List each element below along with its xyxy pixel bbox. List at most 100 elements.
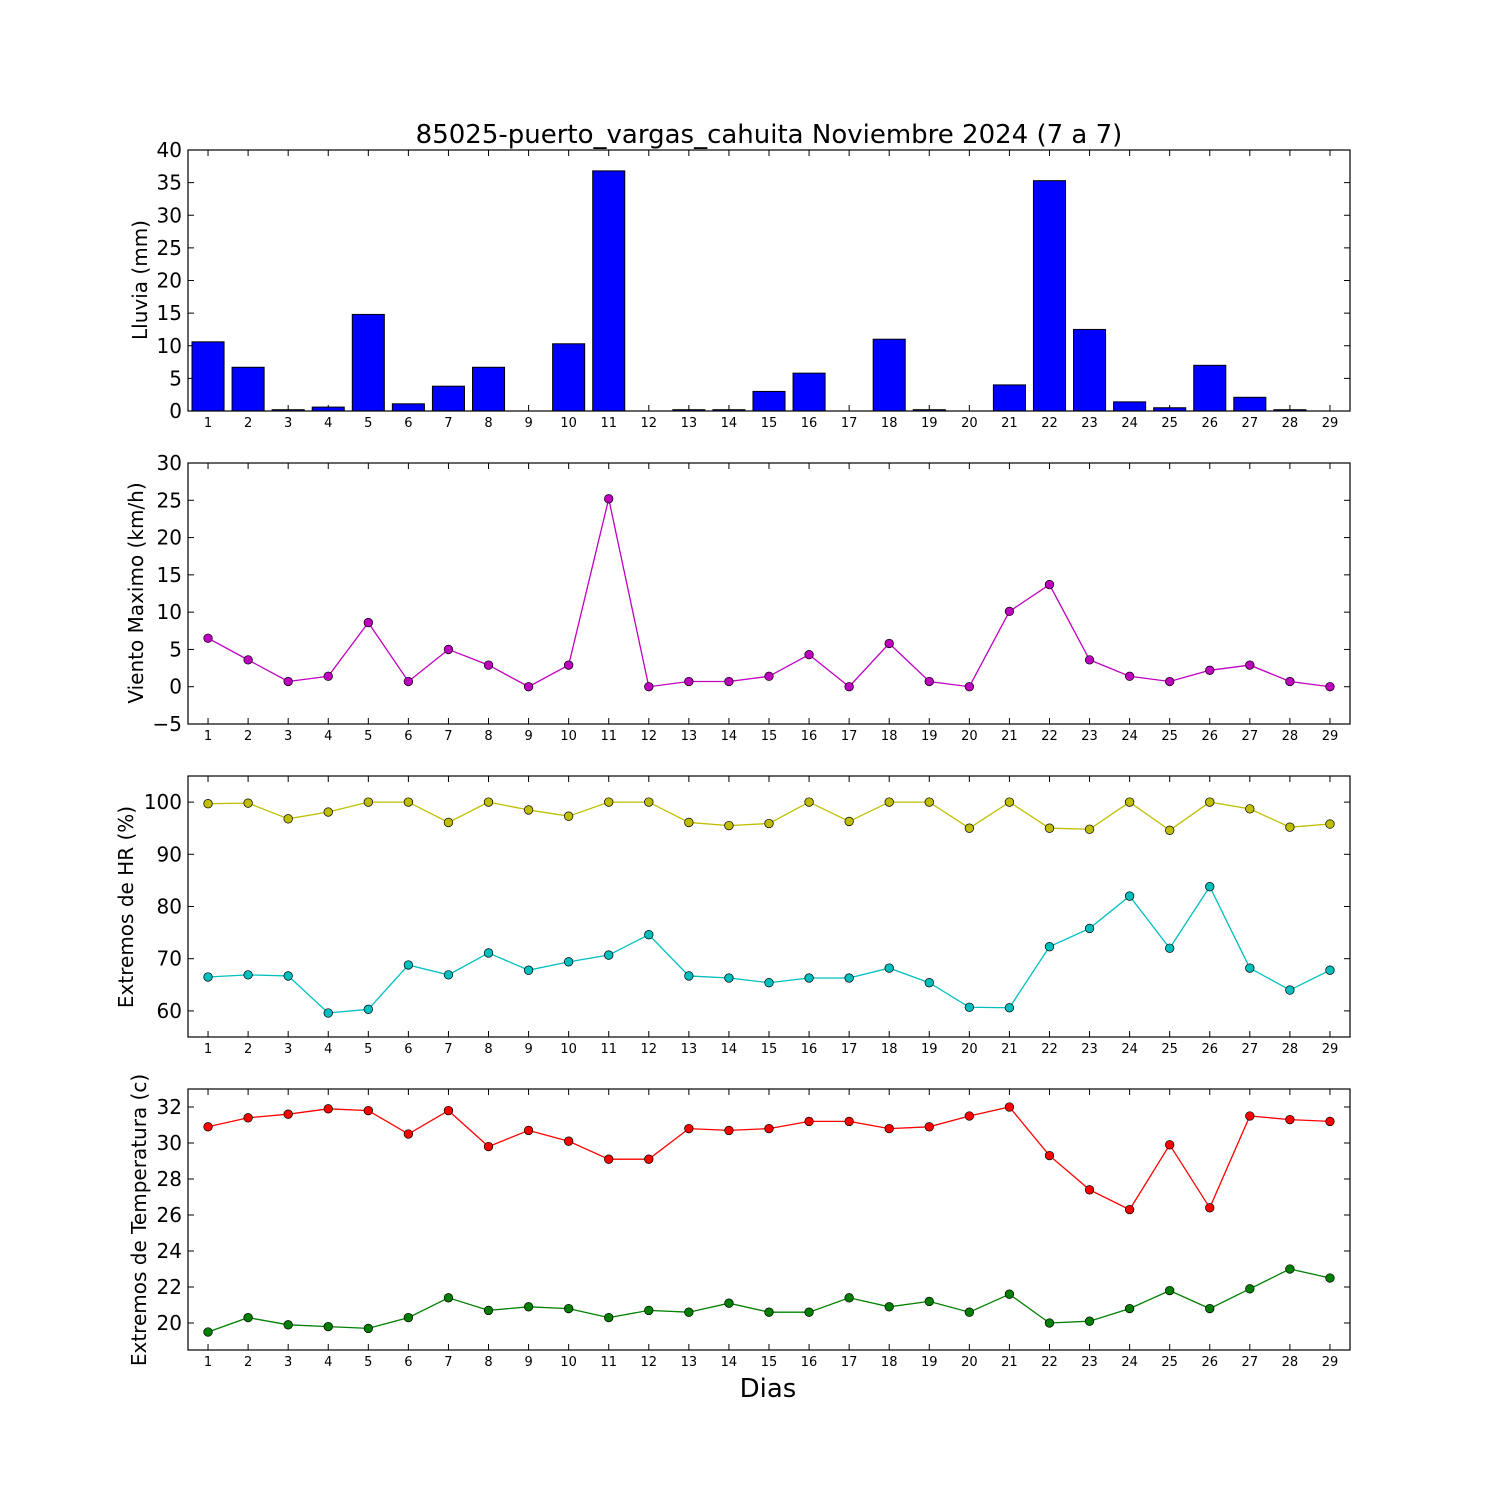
humidity-max-point: [283, 814, 293, 824]
wind-point: [1084, 655, 1095, 665]
temperature-min-point: [1044, 1318, 1055, 1328]
rain-bar: [431, 385, 465, 412]
y-tick-label: 0: [169, 675, 182, 699]
x-tick-label: 3: [284, 1355, 292, 1370]
y-tick-label: 35: [157, 171, 182, 195]
x-tick-label: 22: [1041, 1355, 1058, 1370]
rain-bar: [231, 366, 265, 412]
x-tick-label: 27: [1242, 416, 1259, 431]
temperature-max-point: [644, 1154, 654, 1164]
humidity-max-point: [403, 797, 414, 807]
temperature-min-point: [523, 1302, 534, 1312]
x-tick-label: 16: [801, 1042, 818, 1057]
y-tick-label: 10: [157, 334, 182, 358]
humidity-min-point: [884, 963, 894, 973]
x-tick-label: 14: [721, 729, 738, 744]
y-tick-label: 26: [157, 1203, 182, 1227]
temperature-min-point: [1165, 1285, 1175, 1296]
x-tick-label: 22: [1041, 729, 1058, 744]
humidity-min-line: [207, 885, 1331, 1014]
rain-y-axis-label: Lluvia (mm): [128, 220, 152, 340]
temperature-min-point: [764, 1307, 774, 1317]
rain-bar: [191, 341, 225, 412]
humidity-max-point: [604, 797, 614, 807]
x-tick-label: 5: [364, 1042, 372, 1057]
y-tick-label: 32: [157, 1095, 182, 1119]
y-tick-label: 25: [157, 488, 182, 512]
x-tick-label: 7: [444, 1355, 452, 1370]
wind-point: [483, 660, 494, 670]
rain-bar: [351, 313, 385, 412]
x-tick-label: 2: [244, 416, 252, 431]
x-tick-label: 4: [324, 1042, 332, 1057]
x-tick-label: 1: [204, 729, 212, 744]
x-tick-label: 28: [1282, 1042, 1299, 1057]
humidity-max-point: [1245, 804, 1255, 814]
x-tick-label: 1: [204, 1355, 212, 1370]
chart-title: 85025-puerto_vargas_cahuita Noviembre 20…: [416, 120, 1123, 150]
wind-point: [1245, 660, 1255, 670]
temperature-panel: Extremos de Temperatura (c) 202224262830…: [127, 1074, 1351, 1370]
wind-point: [964, 682, 974, 692]
rain-bar: [391, 403, 425, 412]
x-tick-label: 9: [524, 416, 532, 431]
x-tick-label: 10: [560, 729, 577, 744]
x-tick-label: 25: [1161, 729, 1178, 744]
y-tick-label: 5: [169, 366, 182, 390]
x-tick-label: 13: [681, 1042, 698, 1057]
humidity-max-point: [483, 797, 494, 807]
humidity-max-point: [564, 811, 574, 821]
y-tick-label: 22: [157, 1275, 182, 1299]
temperature-max-point: [363, 1105, 373, 1116]
rain-bar: [1233, 396, 1267, 412]
x-tick-label: 13: [681, 729, 698, 744]
x-tick-label: 11: [600, 729, 617, 744]
humidity-min-point: [483, 948, 494, 958]
temperature-max-point: [243, 1113, 253, 1123]
rain-bar: [1193, 364, 1227, 412]
x-tick-label: 9: [524, 1042, 532, 1057]
x-tick-label: 8: [484, 729, 492, 744]
x-tick-label: 12: [641, 1042, 658, 1057]
rain-bar: [752, 390, 786, 412]
x-tick-label: 16: [801, 1355, 818, 1370]
humidity-max-point: [924, 797, 934, 807]
temperature-min-line: [207, 1268, 1331, 1333]
y-tick-label: 24: [157, 1239, 182, 1263]
temperature-min-point: [1004, 1289, 1015, 1299]
temperature-min-point: [1205, 1303, 1215, 1314]
y-tick-label: 20: [157, 526, 182, 550]
humidity-min-point: [1004, 1003, 1015, 1013]
plot-frame: [187, 149, 1351, 412]
wind-point: [644, 682, 654, 692]
humidity-min-point: [644, 930, 654, 940]
temperature-min-point: [483, 1305, 494, 1316]
x-tick-label: 15: [761, 1355, 778, 1370]
temperature-max-point: [604, 1154, 614, 1164]
temperature-min-point: [604, 1312, 614, 1323]
wind-y-axis-label: Viento Maximo (km/h): [124, 482, 148, 703]
x-tick-label: 21: [1001, 1355, 1018, 1370]
x-tick-label: 17: [841, 1355, 858, 1370]
y-tick-label: 60: [157, 999, 182, 1023]
y-tick-label: 20: [157, 269, 182, 293]
x-tick-label: 21: [1001, 729, 1018, 744]
x-tick-label: 11: [600, 1355, 617, 1370]
y-tick-label: 15: [157, 301, 182, 325]
x-tick-label: 20: [961, 1042, 978, 1057]
x-tick-label: 23: [1081, 416, 1098, 431]
x-tick-label: 29: [1322, 1042, 1339, 1057]
wind-point: [884, 638, 894, 649]
wind-point: [1004, 606, 1015, 617]
temperature-min-point: [443, 1293, 454, 1303]
x-tick-label: 19: [921, 416, 938, 431]
x-tick-label: 24: [1121, 1042, 1138, 1057]
x-tick-label: 26: [1201, 416, 1218, 431]
x-tick-label: 6: [404, 1042, 412, 1057]
x-tick-label: 17: [841, 729, 858, 744]
y-tick-label: 80: [157, 895, 182, 919]
temperature-min-point: [363, 1323, 373, 1334]
humidity-max-point: [764, 818, 774, 829]
temperature-min-point: [644, 1305, 654, 1316]
